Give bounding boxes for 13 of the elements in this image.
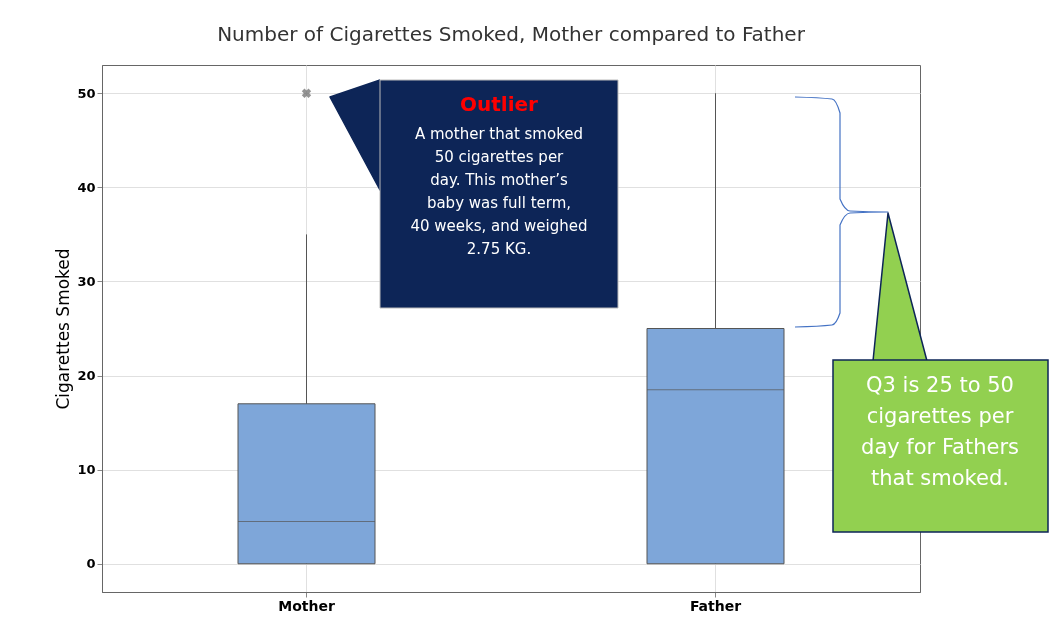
y-tick-label: 20 <box>77 368 96 384</box>
y-tick-label: 40 <box>77 179 96 195</box>
y-tick-label: 30 <box>77 273 96 289</box>
chart-title: Number of Cigarettes Smoked, Mother compared to Father <box>217 22 806 46</box>
y-tick-label: 50 <box>77 85 96 101</box>
y-tick-label: 0 <box>86 556 96 572</box>
annotation: A mother that smoked 50 cigarettes per day. This mother’s baby was full term, 40 weeks, and weighed 2.75 KG. <box>410 125 588 258</box>
x-tick-label: Father <box>689 597 742 614</box>
annotation: Q3 is 25 to 50 cigarettes per day for Fathers that smoked. <box>861 373 1019 490</box>
annotation: Outlier <box>460 92 539 116</box>
y-tick-label: 10 <box>77 462 96 478</box>
y-axis-title: Cigarettes Smoked <box>53 248 74 410</box>
x-tick-label: Mother <box>278 597 335 614</box>
